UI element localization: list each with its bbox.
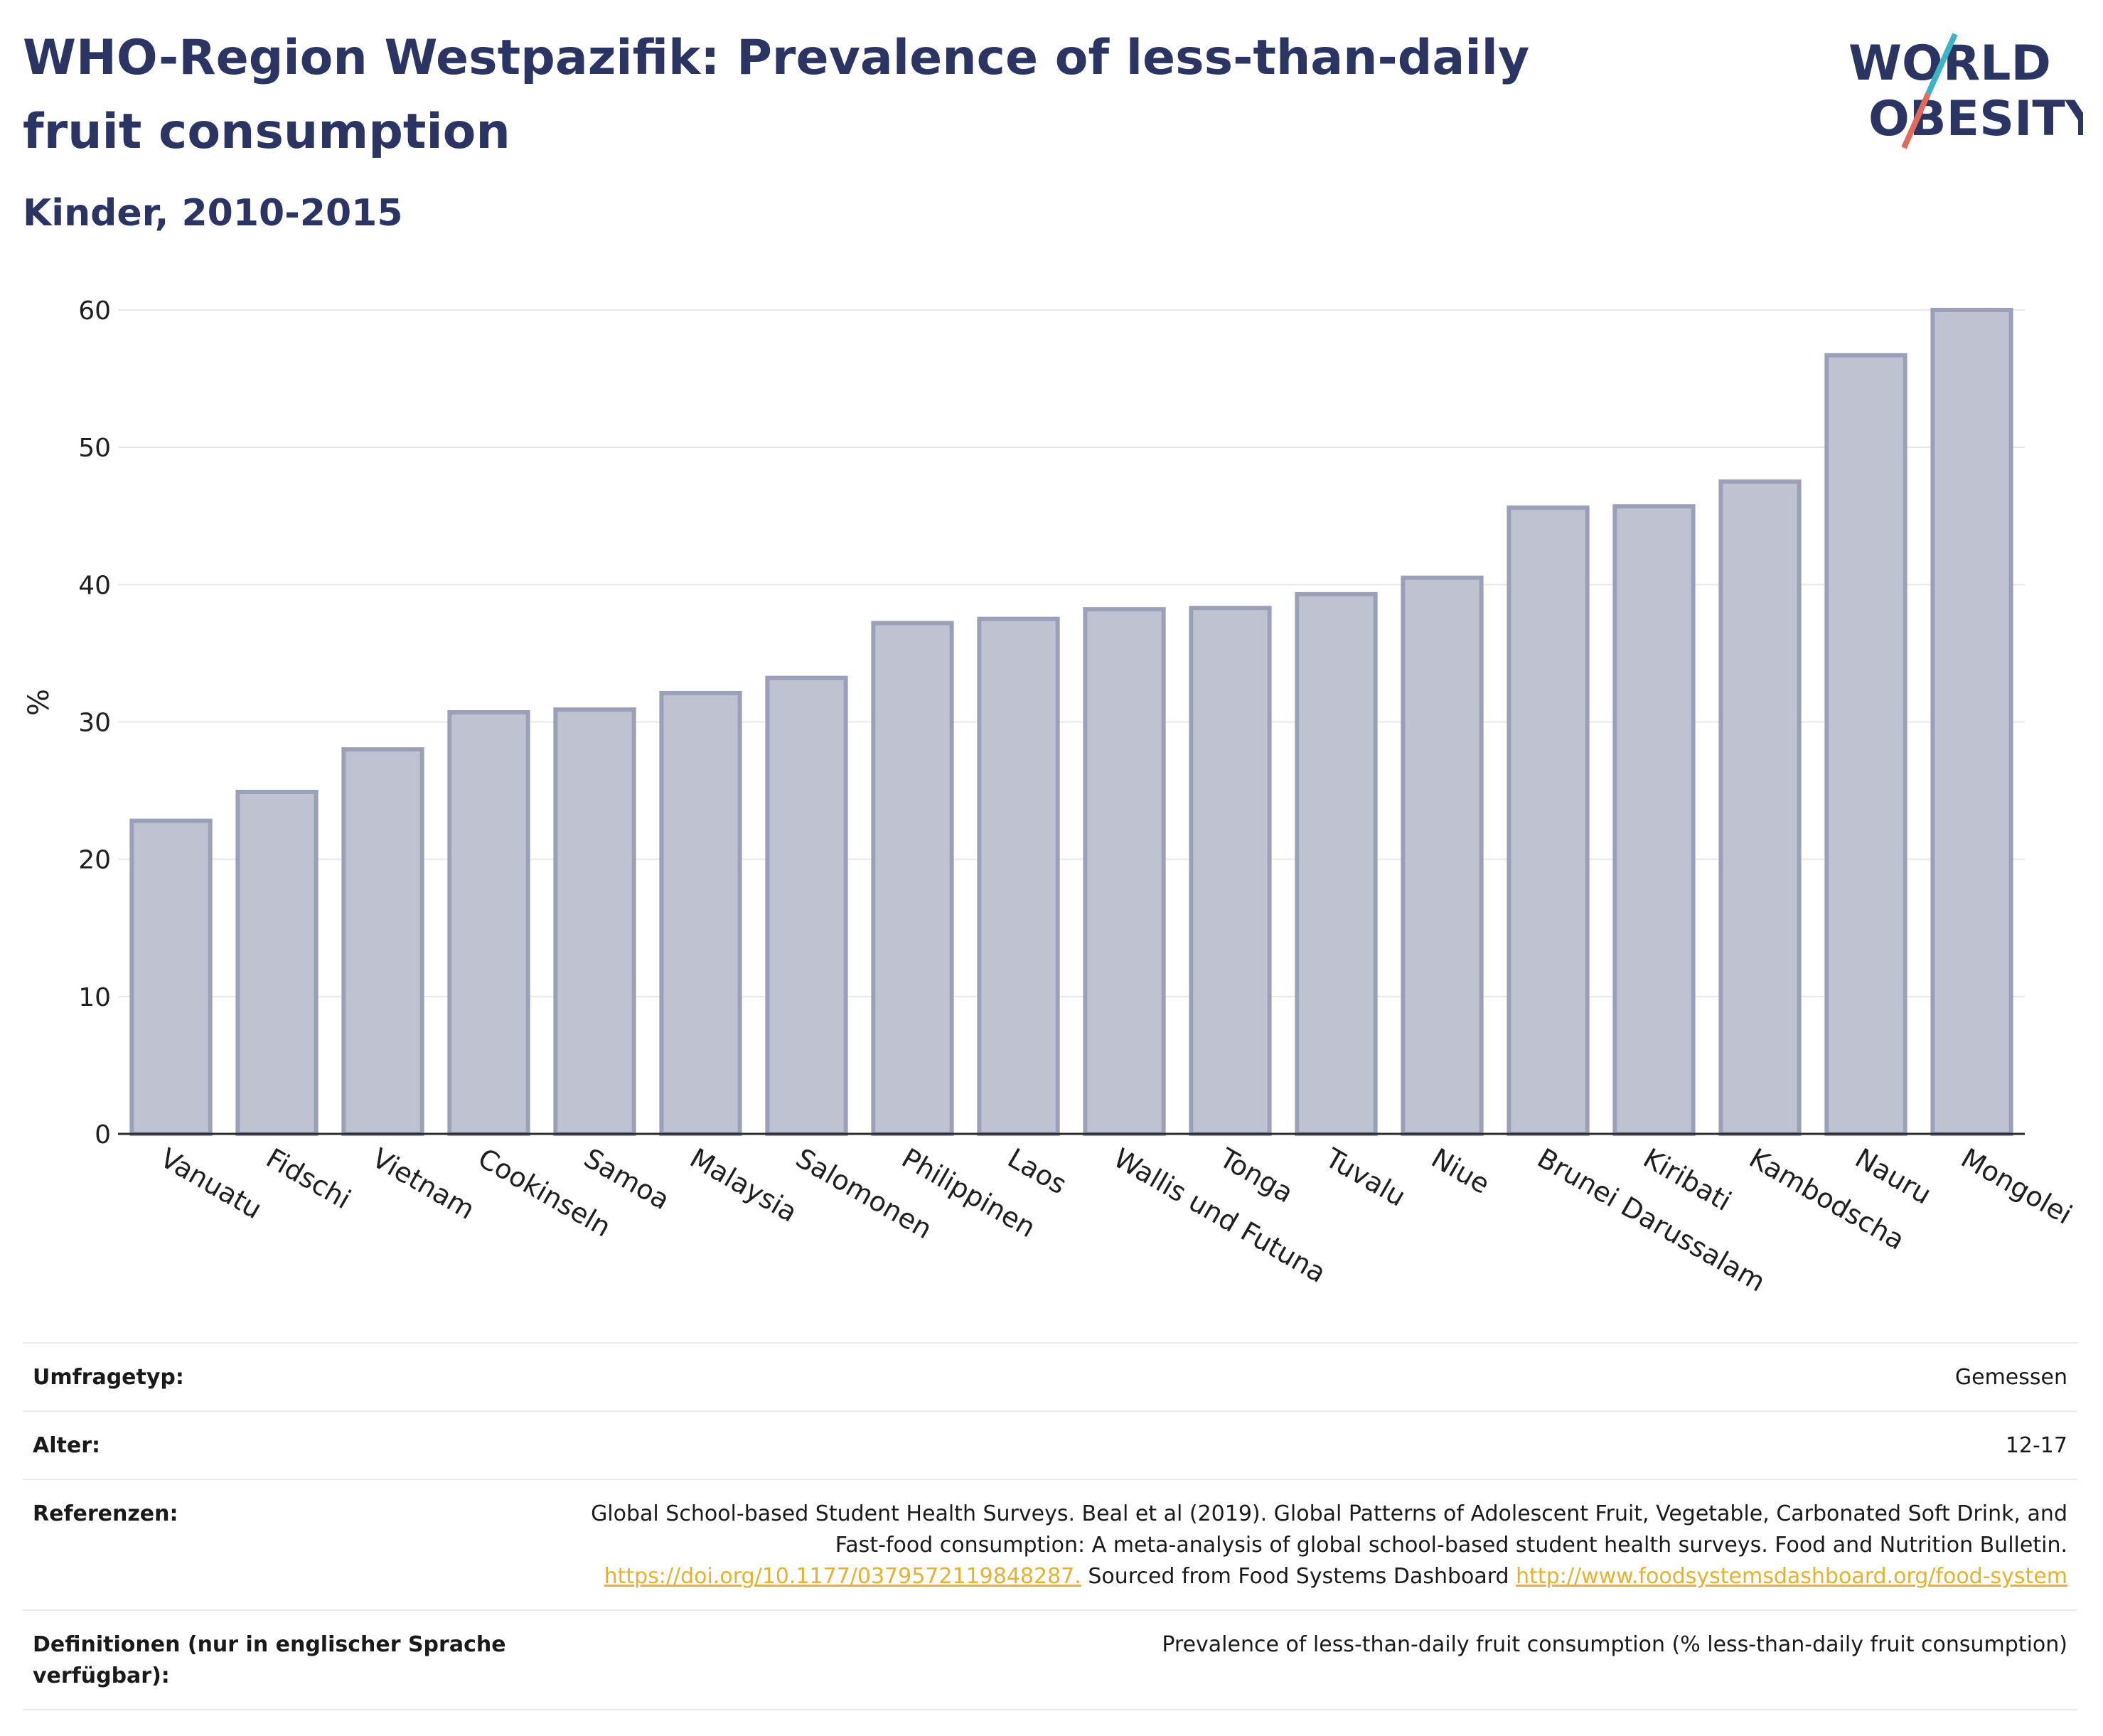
bars [129, 308, 2013, 1137]
bar-kambodscha [1718, 479, 1802, 1137]
y-tick-label: 20 [78, 846, 111, 875]
definitions-label: Definitionen (nur in englischer Sprache … [33, 1632, 506, 1688]
y-tick-label: 50 [78, 434, 111, 463]
y-tick-label: 10 [78, 983, 111, 1012]
food-systems-link[interactable]: http://www.foodsystemsdashboard.org/food… [1516, 1564, 2067, 1589]
references-value: Global School-based Student Health Surve… [539, 1499, 2067, 1592]
bar-vietnam [341, 747, 424, 1136]
bar-wallis-und-futuna [1083, 607, 1166, 1136]
logo-line2: OBESITY [1868, 91, 2083, 147]
info-row-references: Referenzen: Global School-based Student … [23, 1479, 2077, 1609]
logo-slash-red [1901, 92, 1931, 149]
age-label: Alter: [33, 1433, 100, 1458]
x-tick-label: Vanuatu [155, 1142, 267, 1225]
y-tick-label: 60 [78, 296, 111, 326]
x-tick-label: Nauru [1850, 1142, 1937, 1211]
survey-type-value: Gemessen [1954, 1365, 2067, 1390]
x-tick-label: Niue [1426, 1142, 1495, 1200]
bar-tuvalu [1295, 591, 1378, 1137]
x-tick-label: Tonga [1214, 1142, 1298, 1209]
x-tick-label: Malaysia [685, 1142, 803, 1228]
bar-fidschi [235, 790, 319, 1136]
bar-vanuatu [129, 818, 213, 1137]
bar-tonga [1189, 606, 1272, 1136]
info-row-definitions: Definitionen (nur in englischer Sprache … [23, 1609, 2077, 1710]
x-tick-label: Tuvalu [1320, 1142, 1411, 1213]
doi-link[interactable]: https://doi.org/10.1177/0379572119848287… [604, 1564, 1081, 1589]
bar-laos [977, 616, 1060, 1136]
logo-slash-teal [1925, 33, 1958, 95]
bar-brunei-darussalam [1507, 505, 1590, 1137]
x-tick-label: Mongolei [1956, 1142, 2077, 1231]
page-subtitle: Kinder, 2010-2015 [23, 192, 403, 235]
bar-niue [1401, 575, 1484, 1136]
bar-mongolei [1930, 308, 2013, 1136]
y-tick-label: 40 [78, 571, 111, 600]
references-source: Sourced from Food Systems Dashboard [1088, 1564, 1509, 1589]
y-tick-label: 30 [78, 709, 111, 738]
references-label: Referenzen: [33, 1501, 178, 1526]
page-title: WHO-Region Westpazifik: Prevalence of le… [23, 30, 1530, 160]
bar-kiribati [1612, 504, 1696, 1136]
info-table: Umfragetyp: Gemessen Alter: 12-17 Refere… [23, 1342, 2077, 1710]
bar-malaysia [659, 690, 742, 1136]
bar-nauru [1824, 353, 1907, 1137]
world-obesity-logo: WORLD OBESITY [1848, 33, 2083, 149]
x-tick-label: Fidschi [261, 1142, 356, 1216]
references-text: Global School-based Student Health Surve… [591, 1501, 2067, 1558]
bar-salomonen [765, 675, 848, 1136]
age-value: 12-17 [2005, 1433, 2067, 1458]
survey-type-label: Umfragetyp: [33, 1365, 184, 1390]
x-tick-label: Laos [1002, 1142, 1072, 1201]
info-row-survey: Umfragetyp: Gemessen [23, 1342, 2077, 1410]
y-tick-label: 0 [95, 1120, 111, 1150]
definitions-value: Prevalence of less-than-daily fruit cons… [1162, 1632, 2067, 1657]
x-tick-label: Vietnam [367, 1142, 480, 1226]
bar-philippinen [871, 621, 954, 1137]
y-axis-label: % [23, 689, 55, 716]
info-row-age: Alter: 12-17 [23, 1410, 2077, 1479]
bar-samoa [553, 707, 636, 1136]
bar-cookinseln [447, 709, 530, 1136]
y-axis-ticks: 0 10 20 30 40 50 60 [78, 296, 111, 1150]
